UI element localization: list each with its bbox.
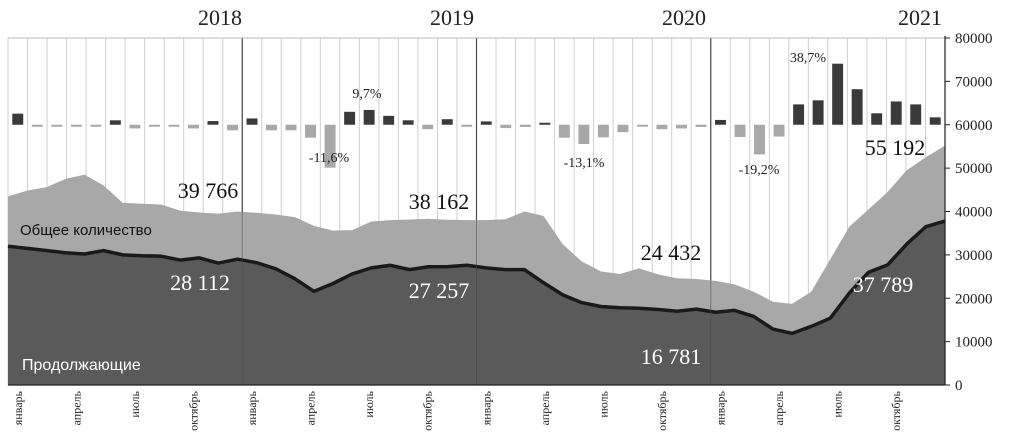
change-bar xyxy=(51,124,63,127)
change-bar xyxy=(246,118,258,125)
continuing-series-label: Продолжающие xyxy=(22,357,141,374)
change-bar xyxy=(422,124,434,130)
change-bar xyxy=(715,119,726,125)
pct-label: -11,6% xyxy=(309,151,350,166)
change-bar xyxy=(461,124,473,127)
change-bar xyxy=(90,124,102,127)
pct-label: -13,1% xyxy=(564,156,605,171)
areas xyxy=(7,38,946,385)
month-label: октябрь xyxy=(186,390,200,430)
continuing-value-label: 16 781 xyxy=(641,344,702,369)
change-bar xyxy=(129,124,141,129)
change-bar xyxy=(109,120,121,125)
month-label: январь xyxy=(714,390,728,425)
change-bar xyxy=(773,124,785,137)
change-bar xyxy=(441,119,453,125)
change-bar xyxy=(851,89,863,125)
change-bar xyxy=(324,124,336,168)
month-label: январь xyxy=(479,390,493,425)
change-bar xyxy=(227,124,238,131)
month-label: июль xyxy=(128,390,142,417)
change-bar xyxy=(812,100,824,125)
change-bar xyxy=(480,121,492,125)
y-tick-label: 80000 xyxy=(955,31,993,47)
change-bars xyxy=(12,63,941,168)
y-tick-label: 0 xyxy=(955,378,963,394)
change-bar xyxy=(617,124,629,133)
change-bar xyxy=(558,124,570,138)
y-tick-label: 60000 xyxy=(955,118,993,134)
change-bar xyxy=(148,124,160,127)
y-tick-label: 50000 xyxy=(955,161,993,177)
total-series-label: Общее количество xyxy=(20,222,152,239)
month-label: апрель xyxy=(304,390,318,425)
pct-label: 38,7% xyxy=(790,51,827,66)
change-bar xyxy=(305,124,317,138)
month-label: апрель xyxy=(772,390,786,425)
y-tick-label: 30000 xyxy=(955,248,993,264)
change-bar xyxy=(890,101,902,125)
change-bar xyxy=(402,120,414,125)
continuing-value-label: 37 789 xyxy=(853,272,914,297)
change-bar xyxy=(695,124,707,127)
month-label: апрель xyxy=(538,390,552,425)
change-bar xyxy=(207,121,219,125)
continuing-value-label: 27 257 xyxy=(409,278,470,303)
change-bar xyxy=(910,104,922,125)
month-label: июль xyxy=(596,390,610,417)
y-tick-label: 40000 xyxy=(955,205,993,221)
y-tick-label: 70000 xyxy=(955,74,993,90)
pct-label: 9,7% xyxy=(352,87,382,102)
month-label: апрель xyxy=(69,390,83,425)
y-tick-label: 10000 xyxy=(955,335,993,351)
change-bar xyxy=(500,124,512,129)
change-bar xyxy=(597,124,609,138)
year-label-2020: 2020 xyxy=(662,5,706,30)
month-label: июль xyxy=(362,390,376,417)
month-label: октябрь xyxy=(421,390,435,430)
change-bar xyxy=(70,124,82,127)
change-bar xyxy=(266,124,277,131)
change-bar xyxy=(871,113,883,125)
change-bar xyxy=(793,104,805,125)
change-bar xyxy=(383,115,395,125)
y-tick-label: 20000 xyxy=(955,291,993,307)
change-bar xyxy=(31,124,43,127)
total-value-label: 39 766 xyxy=(178,178,239,203)
change-bar xyxy=(168,124,180,127)
year-label-2019: 2019 xyxy=(430,5,474,30)
change-bar xyxy=(636,124,648,127)
axes: 0 10000 20000 30000 40000 50000 60000 70000 8000… xyxy=(8,31,993,431)
month-label: октябрь xyxy=(655,390,669,430)
change-bar xyxy=(519,124,531,127)
change-bar xyxy=(676,124,687,129)
change-bar xyxy=(832,63,844,125)
total-value-label: 24 432 xyxy=(641,240,702,265)
month-label: июль xyxy=(831,390,845,417)
change-bar xyxy=(578,124,590,144)
change-bar xyxy=(754,124,766,155)
change-bar xyxy=(344,111,356,125)
change-bar xyxy=(187,124,199,129)
year-label-2018: 2018 xyxy=(198,5,242,30)
change-bar xyxy=(12,113,24,125)
pct-label: -19,2% xyxy=(739,163,780,178)
change-bar xyxy=(656,124,668,130)
change-bar xyxy=(539,122,551,125)
year-label-2021: 2021 xyxy=(898,5,942,30)
change-bar xyxy=(929,117,941,125)
change-bar xyxy=(363,109,375,125)
month-label: октябрь xyxy=(889,390,903,430)
change-bar xyxy=(734,124,746,137)
continuing-value-label: 28 112 xyxy=(170,270,230,295)
total-value-label: 55 192 xyxy=(865,135,926,160)
total-value-label: 38 162 xyxy=(409,189,470,214)
month-label: январь xyxy=(245,390,259,425)
change-bar xyxy=(285,124,297,131)
month-label: январь xyxy=(11,390,25,425)
